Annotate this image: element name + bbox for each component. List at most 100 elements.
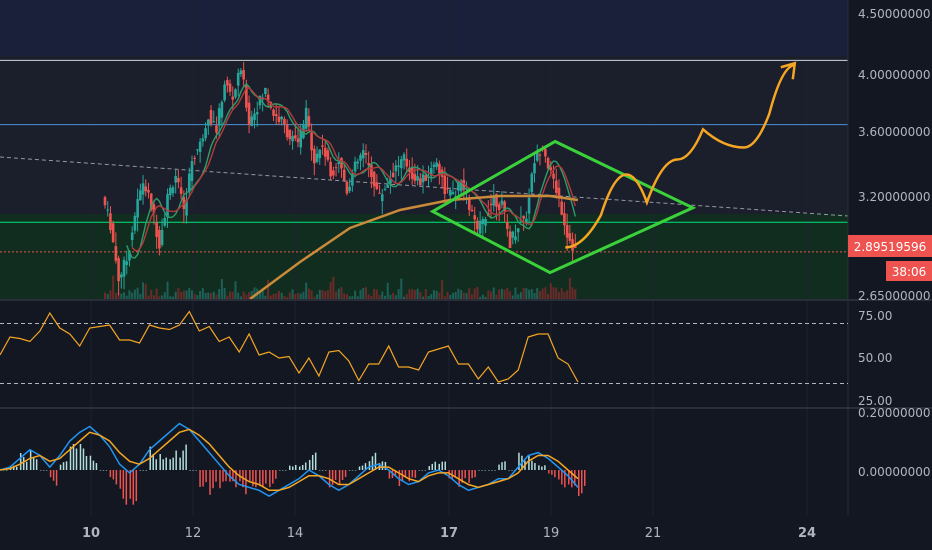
- macd-hist-bar: [444, 461, 446, 470]
- volume-bar: [484, 296, 487, 299]
- macd-hist-bar: [481, 470, 483, 471]
- volume-bar: [329, 281, 332, 299]
- volume-bar: [218, 288, 221, 299]
- volume-bar: [411, 289, 414, 299]
- candle-body: [446, 187, 449, 190]
- macd-hist-bar: [318, 470, 321, 471]
- volume-bar: [413, 289, 416, 299]
- candle-body: [383, 188, 387, 190]
- volume-bar: [500, 288, 503, 299]
- candle-body: [380, 194, 384, 202]
- macd-hist-bar: [421, 470, 424, 471]
- candle-body: [236, 72, 240, 86]
- volume-bar: [114, 292, 117, 299]
- volume-bar: [460, 290, 463, 299]
- volume-bar: [180, 292, 183, 299]
- volume-bar: [307, 288, 310, 299]
- volume-bar: [555, 287, 558, 299]
- macd-hist-bar: [12, 465, 15, 470]
- candle-body: [269, 102, 273, 108]
- macd-hist-bar: [344, 470, 347, 478]
- macd-hist-bar: [374, 452, 377, 470]
- volume-bar: [185, 290, 188, 299]
- macd-hist-bar: [25, 461, 28, 470]
- candle-body: [432, 164, 436, 168]
- candle-body: [149, 193, 153, 210]
- volume-bar: [351, 296, 354, 299]
- volume-bar: [566, 290, 569, 299]
- macd-hist-bar: [265, 470, 267, 484]
- volume-bar: [364, 287, 367, 299]
- price-tag-bg[interactable]: [848, 235, 932, 257]
- macd-hist-bar: [384, 461, 387, 470]
- volume-bar: [245, 294, 248, 299]
- candle-body: [429, 168, 433, 177]
- volume-bar: [193, 293, 196, 299]
- candle-body: [345, 181, 349, 194]
- macd-axis-tick: 0.20000000: [858, 406, 931, 420]
- volume-bar: [422, 296, 425, 299]
- volume-bar: [519, 292, 522, 299]
- candle-body: [174, 175, 177, 183]
- volume-bar: [139, 293, 142, 299]
- macd-hist-bar: [155, 459, 157, 470]
- support-zone-green: [0, 214, 848, 300]
- candle-body: [280, 116, 283, 120]
- candle-body: [563, 213, 566, 226]
- candle-body: [397, 165, 400, 167]
- candle-body: [106, 209, 110, 211]
- macd-hist-bar: [314, 452, 317, 470]
- price-axis-tick: 4.50000000: [858, 7, 931, 21]
- macd-hist-bar: [29, 450, 32, 470]
- candle-body: [204, 128, 207, 139]
- candle-body: [497, 204, 501, 210]
- candle-body: [285, 124, 289, 138]
- candle-body: [313, 148, 316, 164]
- candle-body: [546, 158, 550, 169]
- volume-bar: [188, 288, 191, 299]
- macd-hist-bar: [175, 450, 177, 470]
- volume-bar: [454, 291, 457, 299]
- volume-bar: [389, 294, 392, 299]
- macd-hist-bar: [272, 470, 274, 484]
- macd-hist-bar: [538, 465, 540, 470]
- macd-hist-bar: [351, 470, 354, 471]
- macd-hist-bar: [511, 470, 513, 471]
- macd-hist-bar: [474, 470, 476, 478]
- candle-body: [405, 158, 409, 167]
- time-axis-tick: 21: [645, 526, 662, 541]
- macd-hist-bar: [192, 470, 194, 471]
- macd-hist-bar: [544, 465, 546, 470]
- macd-hist-bar: [72, 443, 75, 470]
- candle-body: [514, 236, 517, 241]
- volume-bar: [248, 292, 251, 299]
- axis-labels: 4.50000000 4.00000000 3.60000000 3.20000000…: [82, 7, 931, 541]
- macd-hist-bar: [235, 470, 237, 488]
- price-axis-tick: 3.60000000: [858, 125, 931, 139]
- volume-bar: [171, 296, 174, 299]
- candle-body: [185, 200, 188, 216]
- macd-hist-bar: [494, 470, 496, 471]
- candle-body: [242, 70, 245, 80]
- volume-bar: [432, 290, 435, 299]
- candle-body: [400, 159, 403, 169]
- candle-body: [120, 274, 123, 278]
- volume-bar: [386, 282, 389, 299]
- candle-body: [206, 119, 210, 126]
- candle-body: [288, 129, 292, 140]
- volume-bar: [128, 290, 131, 299]
- candle-body: [136, 199, 139, 218]
- volume-bar: [272, 293, 275, 299]
- price-axis-tick: 2.65000000: [858, 289, 931, 303]
- macd-hist-bar: [209, 470, 211, 495]
- candle-body: [391, 172, 395, 178]
- candle-body: [516, 228, 520, 233]
- volume-bar: [297, 293, 300, 299]
- time-axis-tick: 14: [287, 526, 304, 541]
- diamond-pattern: [429, 139, 697, 275]
- volume-bar: [280, 292, 283, 299]
- macd-hist-bar: [361, 465, 364, 470]
- candle-body: [158, 230, 161, 249]
- candle-body: [160, 229, 164, 245]
- price-tag-label: 2.89519596: [854, 240, 927, 254]
